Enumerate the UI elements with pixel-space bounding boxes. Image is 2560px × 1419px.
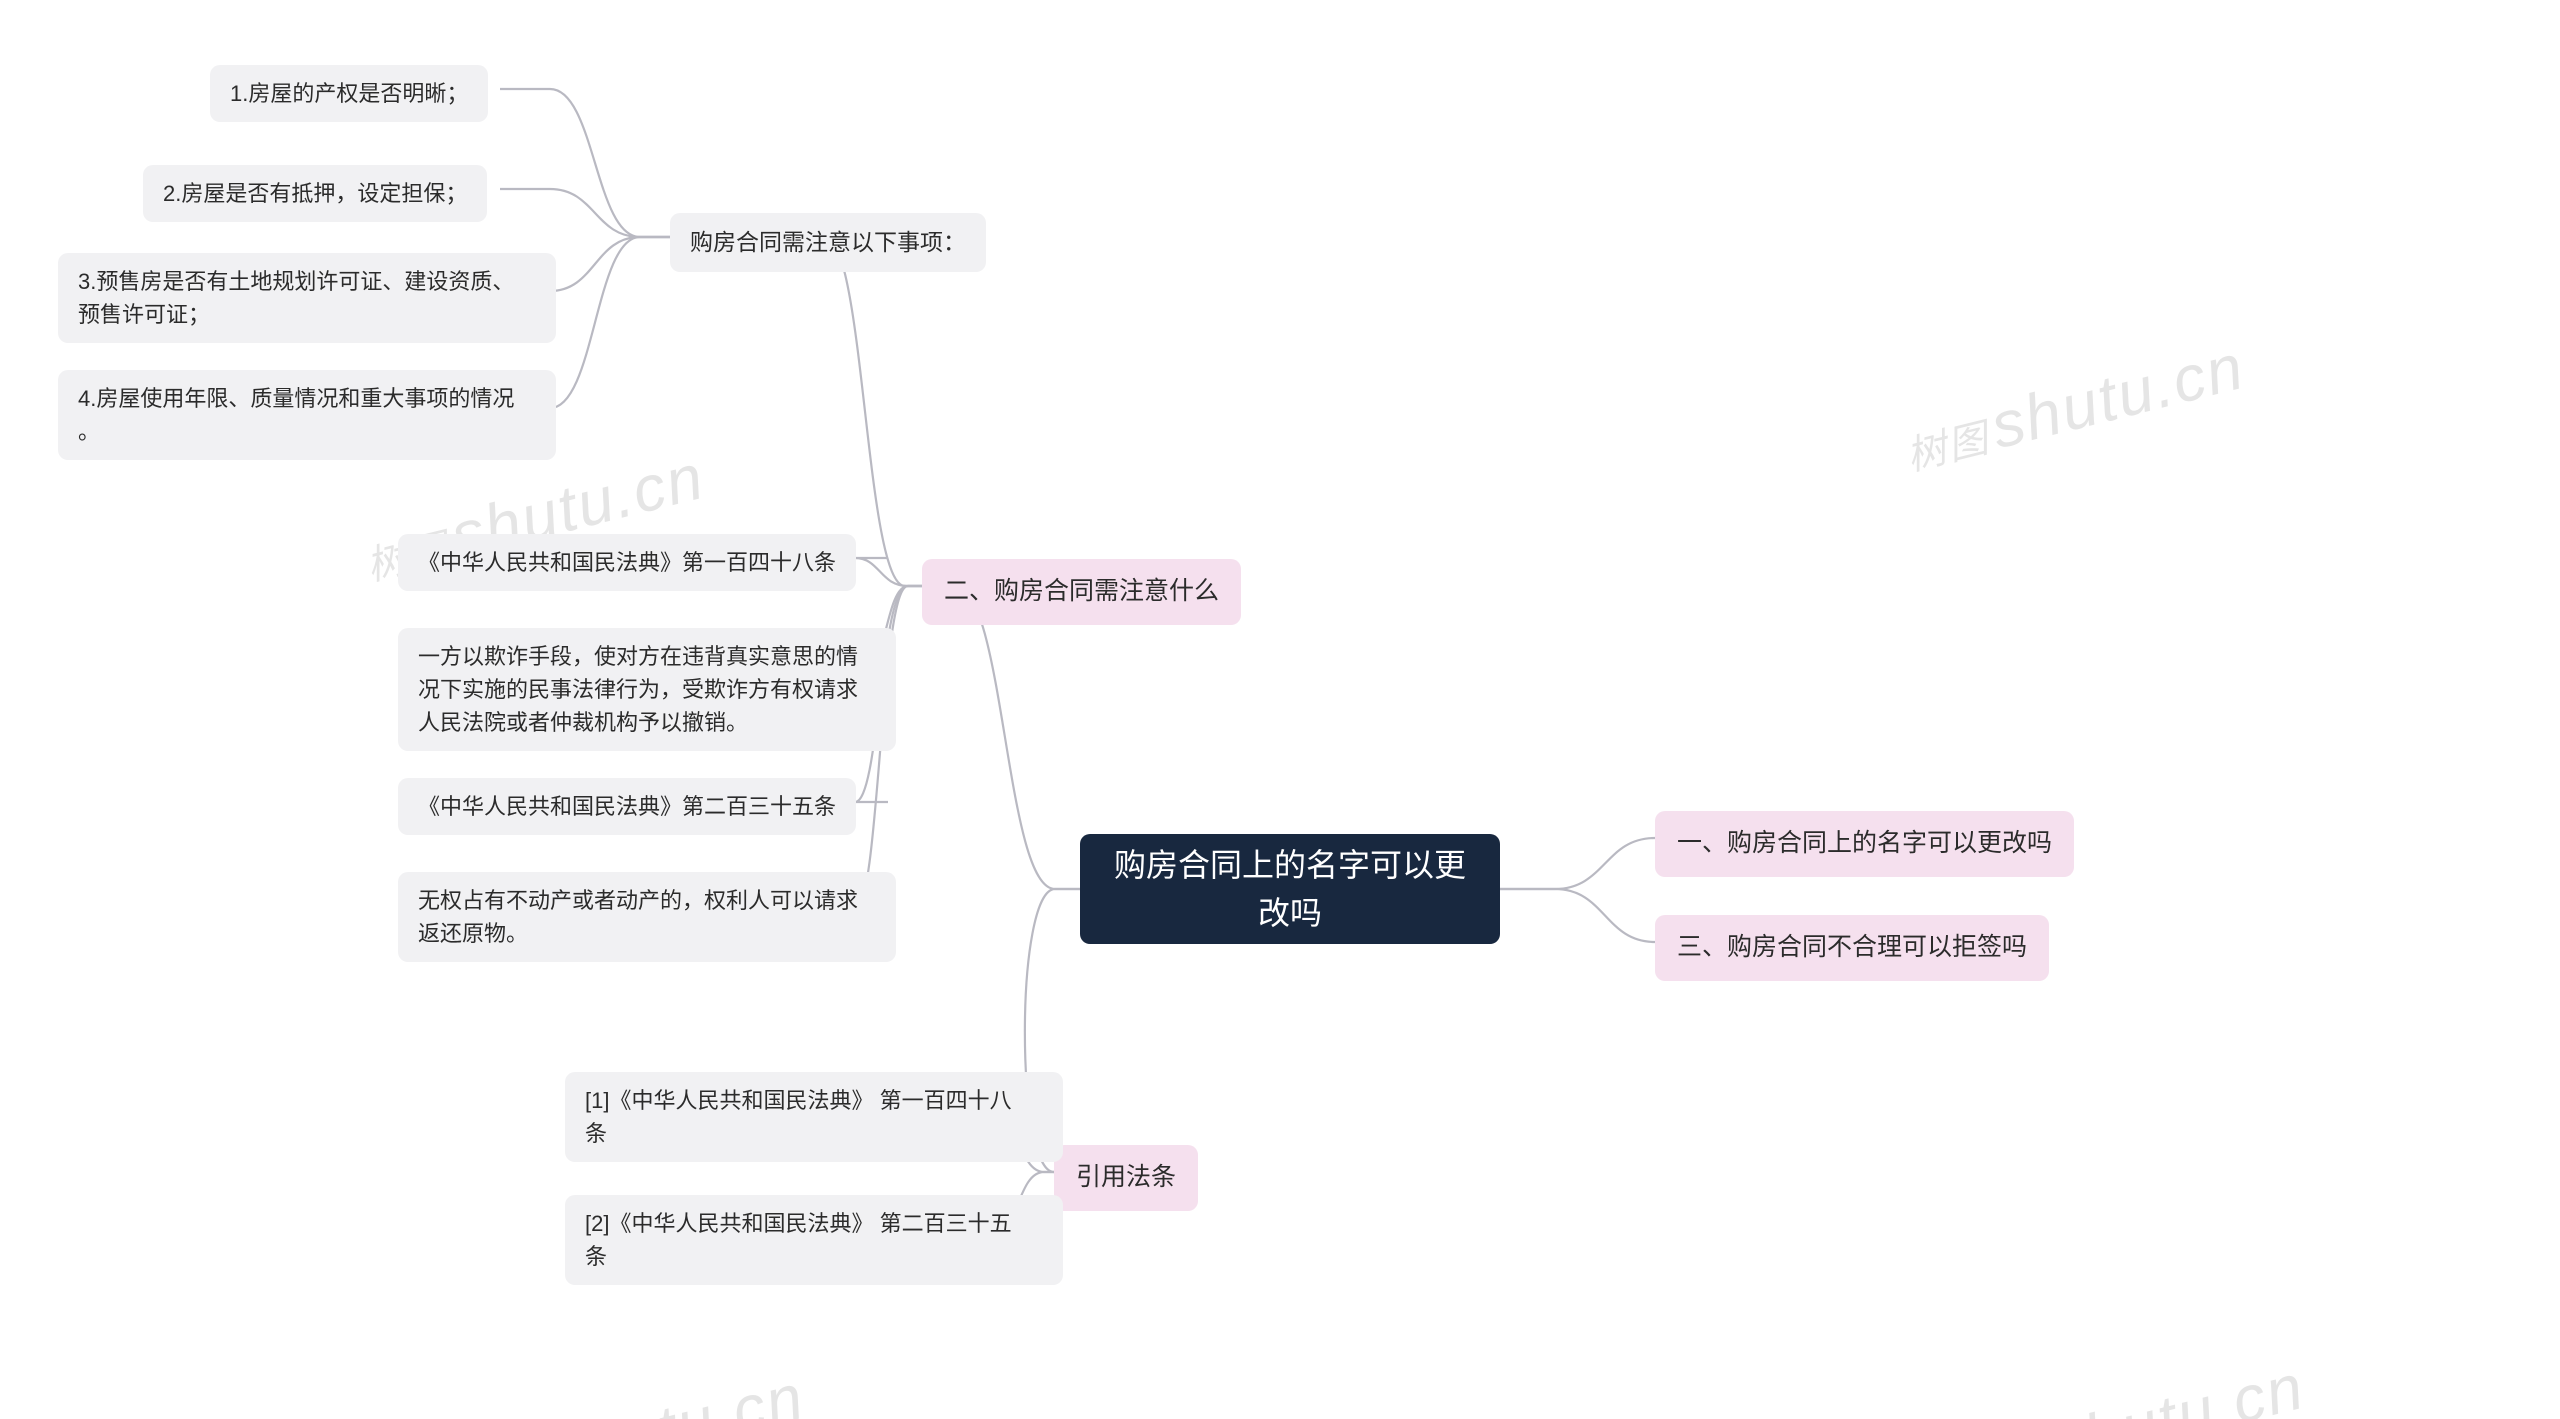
attention-item-1[interactable]: 1.房屋的产权是否明晰；: [210, 65, 488, 122]
root-line1: 购房合同上的名字可以更: [1114, 841, 1466, 889]
attention-item-3[interactable]: 3.预售房是否有土地规划许可证、建设资质、 预售许可证；: [58, 253, 556, 343]
branch-cite[interactable]: 引用法条: [1054, 1145, 1198, 1211]
b2-law-235-detail[interactable]: 无权占有不动产或者动产的，权利人可以请求 返还原物。: [398, 872, 896, 962]
watermark: 树图shutu.cn: [1956, 1349, 2312, 1419]
root-line2: 改吗: [1114, 889, 1466, 937]
b2-law-148-detail[interactable]: 一方以欺诈手段，使对方在违背真实意思的情 况下实施的民事法律行为，受欺诈方有权请…: [398, 628, 896, 751]
cite-item-1[interactable]: [1]《中华人民共和国民法典》 第一百四十八 条: [565, 1072, 1063, 1162]
root-node[interactable]: 购房合同上的名字可以更 改吗: [1080, 834, 1500, 944]
b2-sub-attention[interactable]: 购房合同需注意以下事项：: [670, 213, 986, 272]
watermark: 树图shutu.cn: [1896, 329, 2252, 485]
attention-item-4[interactable]: 4.房屋使用年限、质量情况和重大事项的情况 。: [58, 370, 556, 460]
cite-item-2[interactable]: [2]《中华人民共和国民法典》 第二百三十五 条: [565, 1195, 1063, 1285]
b2-law-148[interactable]: 《中华人民共和国民法典》第一百四十八条: [398, 534, 856, 591]
attention-item-2[interactable]: 2.房屋是否有抵押，设定担保；: [143, 165, 487, 222]
branch-2[interactable]: 二、购房合同需注意什么: [922, 559, 1241, 625]
branch-3[interactable]: 三、购房合同不合理可以拒签吗: [1655, 915, 2049, 981]
branch-1[interactable]: 一、购房合同上的名字可以更改吗: [1655, 811, 2074, 877]
watermark: 树图shutu.cn: [456, 1359, 812, 1419]
mindmap-canvas: 树图shutu.cn 树图shutu.cn 树图shutu.cn 树图shutu…: [0, 0, 2560, 1419]
b2-law-235[interactable]: 《中华人民共和国民法典》第二百三十五条: [398, 778, 856, 835]
